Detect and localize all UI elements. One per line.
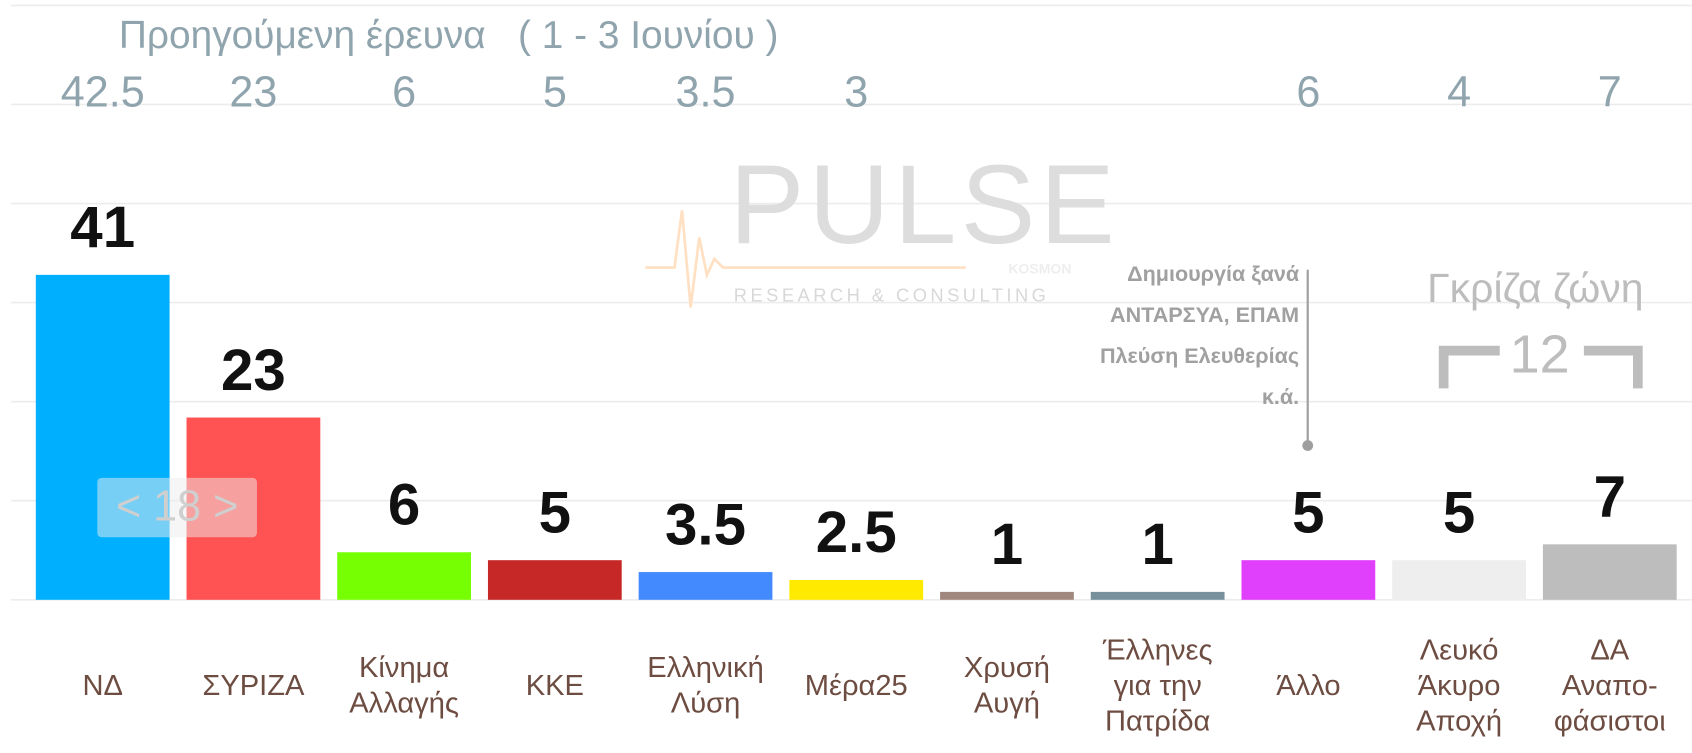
grey-zone-value: 12 <box>1510 324 1570 384</box>
x-tick-label: Αποχή <box>1416 705 1502 737</box>
bar <box>638 572 773 600</box>
previous-value: 5 <box>543 68 567 116</box>
previous-title: Προηγούμενη έρευνα <box>119 14 486 57</box>
x-tick-label: Αλλαγής <box>349 688 459 720</box>
x-tick-label: Ελληνική <box>647 652 763 684</box>
value-label: 2.5 <box>816 500 897 565</box>
other-note <box>1302 269 1314 451</box>
x-tick-label: Έλληνες <box>1102 634 1213 666</box>
value-label: 1 <box>1141 512 1173 577</box>
value-label: 41 <box>70 195 135 260</box>
logo-partner: KOSMON <box>1008 260 1071 276</box>
previous-value: 6 <box>1296 68 1320 116</box>
note-line-text: ΑΝΤΑΡΣΥΑ, ΕΠΑΜ <box>1110 302 1299 327</box>
logo: PULSE RESEARCH & CONSULTING KOSMON <box>645 141 1118 308</box>
bar <box>1542 544 1677 600</box>
note-line-text: Δημιουργία ξανά <box>1127 261 1300 286</box>
gap-label: < 18 > <box>116 483 238 531</box>
value-label: 5 <box>539 480 571 545</box>
grey-zone-label: Γκρίζα ζώνη <box>1427 265 1644 311</box>
previous-value: 42.5 <box>61 68 145 116</box>
logo-pulse-line <box>645 210 966 308</box>
value-label: 7 <box>1594 465 1626 530</box>
x-tick-label: Άκυρο <box>1418 670 1501 702</box>
previous-value: 4 <box>1447 68 1471 116</box>
x-tick-label: ΔΑ <box>1590 634 1629 666</box>
bar <box>1241 560 1376 600</box>
x-tick-label: Αυγή <box>974 688 1040 720</box>
x-tick-label: Λευκό <box>1420 634 1499 666</box>
logo-name: PULSE <box>729 141 1118 267</box>
x-tick-label: ΚΚΕ <box>526 670 584 702</box>
bar <box>789 579 924 600</box>
previous-value: 6 <box>392 68 416 116</box>
value-label: 23 <box>221 338 286 403</box>
x-tick-label: Πατρίδα <box>1105 705 1210 737</box>
value-label: 6 <box>388 472 420 537</box>
gap-box <box>97 477 257 538</box>
x-tick-label: Κίνημα <box>359 652 449 684</box>
x-tick-label: Άλλο <box>1276 670 1340 702</box>
x-tick-label: ΝΔ <box>82 670 122 702</box>
x-tick-label: Μέρα25 <box>805 670 908 702</box>
note-line-text: κ.ά. <box>1262 384 1299 409</box>
x-tick-label: Αναπο- <box>1562 670 1658 702</box>
note-line-text: Πλεύση Ελευθερίας <box>1100 343 1299 368</box>
value-label: 5 <box>1443 480 1475 545</box>
previous-value: 23 <box>229 68 277 116</box>
bar <box>337 552 472 600</box>
bar <box>940 591 1074 600</box>
value-label: 3.5 <box>665 492 746 557</box>
note-dot <box>1302 440 1314 451</box>
x-tick-label: φάσιστοι <box>1554 705 1666 737</box>
bar <box>1392 560 1526 600</box>
x-tick-label: ΣΥΡΙΖΑ <box>202 670 305 702</box>
grey-zone-bracket <box>1438 345 1643 389</box>
x-tick-label: για την <box>1114 670 1202 702</box>
previous-value: 7 <box>1598 68 1622 116</box>
bar <box>487 560 622 600</box>
bar <box>35 274 170 600</box>
value-label: 5 <box>1292 480 1324 545</box>
bar <box>1090 591 1225 600</box>
previous-subtitle: ( 1 - 3 Ιουνίου ) <box>518 14 778 57</box>
x-tick-label: Λύση <box>671 688 741 720</box>
logo-tagline: RESEARCH & CONSULTING <box>734 285 1050 306</box>
value-label: 1 <box>991 512 1023 577</box>
x-tick-label: Χρυσή <box>964 652 1050 684</box>
previous-value: 3.5 <box>676 68 736 116</box>
previous-value: 3 <box>844 68 868 116</box>
